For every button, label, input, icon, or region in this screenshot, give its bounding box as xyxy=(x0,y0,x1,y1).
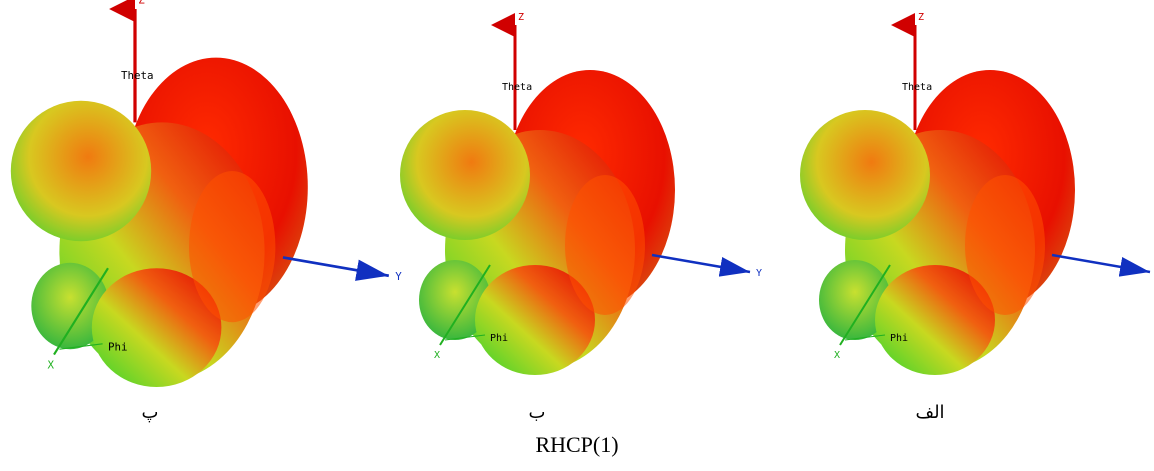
pattern-panel: Z Theta Y X Phi xyxy=(10,0,402,388)
theta-label: Theta xyxy=(121,69,154,82)
x-axis xyxy=(839,264,891,346)
phi-label: Phi xyxy=(108,340,128,353)
x-axis xyxy=(439,264,491,346)
lobe-left xyxy=(400,110,530,240)
z-label: Z xyxy=(138,0,145,7)
y-label: Y xyxy=(756,268,762,279)
x-label: X xyxy=(834,350,840,361)
x-label: X xyxy=(48,359,55,372)
lobe-right xyxy=(565,175,645,315)
lobe-left xyxy=(10,100,152,242)
y-axis xyxy=(1051,253,1151,277)
panel-caption: پ xyxy=(142,402,159,423)
lobe-lower xyxy=(419,260,491,340)
lobe-bottom xyxy=(475,265,595,375)
theta-label: Theta xyxy=(502,82,532,93)
lobe-bottom xyxy=(875,265,995,375)
y-label: Y xyxy=(395,270,402,283)
y-axis xyxy=(282,256,390,281)
phi-axis xyxy=(59,343,103,350)
lobe-right xyxy=(189,171,276,323)
lobe-lower xyxy=(819,260,891,340)
panel-caption: ب xyxy=(529,402,546,423)
phi-axis xyxy=(444,334,486,341)
phi-label: Phi xyxy=(890,333,908,344)
lobe-left xyxy=(800,110,930,240)
z-label: Z xyxy=(518,12,524,23)
x-label: X xyxy=(434,350,440,361)
lobe-lower xyxy=(31,262,110,350)
lobe-bottom xyxy=(91,268,222,388)
x-axis xyxy=(53,267,109,356)
phi-label: Phi xyxy=(490,333,508,344)
phi-axis xyxy=(844,334,886,341)
lobe-right xyxy=(965,175,1045,315)
figure-caption: RHCP(1) xyxy=(535,432,618,457)
z-label: Z xyxy=(918,12,924,23)
panel-caption: الف xyxy=(915,402,944,423)
y-axis xyxy=(651,253,751,277)
pattern-panel: Z Theta Y X Phi xyxy=(400,12,762,375)
theta-label: Theta xyxy=(902,82,932,93)
